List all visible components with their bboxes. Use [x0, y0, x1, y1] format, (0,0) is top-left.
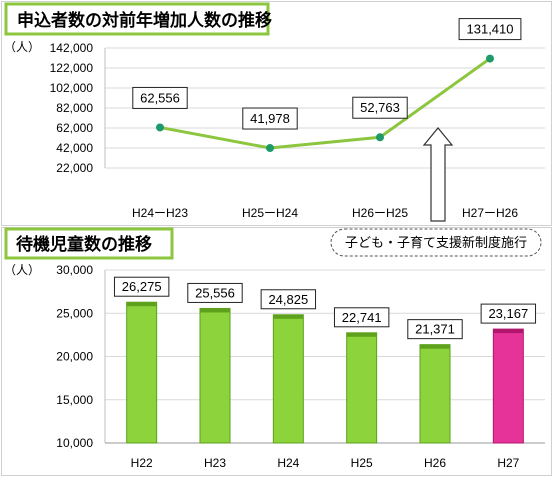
- policy-annotation-box: [330, 228, 542, 257]
- bar-data-label: 24,825: [268, 292, 308, 307]
- top-chart-title: 申込者数の対前年増加人数の推移: [17, 10, 272, 30]
- top-data-point: [266, 144, 274, 153]
- top-x-tick-label: H24ーH23: [132, 206, 188, 220]
- bar-data-label-box: [333, 307, 390, 328]
- bottom-x-tick-label: H22: [131, 456, 153, 470]
- top-data-label-box: [242, 107, 298, 130]
- bottom-chart-x-axis: H22 H23 H24 H25 H26 H27: [131, 456, 520, 470]
- bar-top-cap: [420, 344, 450, 349]
- top-data-label-box: [132, 86, 188, 109]
- top-chart-unit-label: （人）: [4, 40, 40, 54]
- bottom-chart-title-box: [4, 227, 174, 260]
- bar-data-label: 23,167: [488, 306, 528, 321]
- bar-data-label: 26,275: [122, 279, 162, 294]
- top-data-label: 41,978: [250, 111, 290, 126]
- bottom-y-tick-label: 20,000: [56, 350, 93, 364]
- bar-data-label-box: [113, 276, 170, 297]
- top-data-point: [486, 54, 494, 63]
- top-series-line: [159, 57, 491, 150]
- top-x-tick-label: H26ーH25: [352, 206, 408, 220]
- top-chart-x-axis: H24ーH23 H25ーH24 H26ーH25 H27ーH26: [132, 206, 518, 220]
- bottom-x-tick-label: H26: [424, 456, 446, 470]
- bar: [492, 328, 524, 444]
- top-data-label: 131,410: [467, 22, 514, 37]
- bar: [199, 307, 231, 444]
- bar: [126, 301, 158, 444]
- bottom-x-tick-label: H27: [497, 456, 519, 470]
- bottom-x-tick-label: H24: [277, 456, 299, 470]
- top-data-label: 62,556: [140, 90, 180, 105]
- bar-data-label-box: [407, 319, 463, 340]
- policy-arrow-icon: [422, 127, 454, 222]
- top-y-tick-label: 142,000: [50, 41, 94, 55]
- policy-annotation-text: 子ども・子育て支援新制度施行: [345, 235, 527, 250]
- top-data-label-box: [352, 96, 408, 119]
- bar-top-cap: [126, 302, 157, 307]
- bar-data-label: 21,371: [415, 322, 455, 337]
- top-y-tick-label: 102,000: [50, 81, 94, 95]
- top-y-tick-label: 122,000: [50, 61, 94, 75]
- bar-top-cap: [493, 329, 524, 334]
- top-y-tick-label: 22,000: [56, 161, 93, 175]
- bottom-y-tick-label: 30,000: [56, 263, 93, 277]
- bottom-y-tick-label: 25,000: [56, 306, 93, 320]
- bottom-chart-grid: [104, 269, 545, 444]
- top-data-label: 52,763: [360, 100, 400, 115]
- top-data-point: [156, 123, 164, 132]
- top-x-tick-label: H27ーH26: [462, 206, 518, 220]
- bar-data-label: 25,556: [195, 285, 235, 300]
- top-data-label-box: [458, 18, 522, 41]
- bar: [272, 314, 304, 444]
- bottom-chart-frame: [1, 227, 552, 476]
- bottom-y-tick-label: 15,000: [56, 393, 93, 407]
- bar-top-cap: [273, 314, 304, 319]
- bottom-chart-title: 待機児童数の推移: [16, 234, 152, 254]
- top-data-point: [376, 133, 384, 142]
- bar-top-cap: [200, 308, 230, 313]
- bottom-chart-y-axis: 10,000 15,000 20,000 25,000 30,000: [56, 263, 93, 450]
- bottom-x-tick-label: H23: [204, 456, 226, 470]
- top-y-tick-label: 62,000: [56, 121, 93, 135]
- top-y-tick-label: 82,000: [56, 101, 93, 115]
- top-y-tick-label: 42,000: [56, 141, 93, 155]
- top-chart-y-axis: 22,000 42,000 62,000 82,000 102,000 122,000 14…: [50, 41, 94, 175]
- top-chart-series: 62,556 41,978 52,763 131,410: [132, 18, 522, 153]
- bottom-x-tick-label: H25: [351, 456, 373, 470]
- bar-data-label-box: [187, 282, 243, 303]
- bar-data-label-box: [260, 289, 317, 310]
- bottom-chart-unit-label: （人）: [4, 263, 40, 277]
- bar-top-cap: [346, 332, 377, 337]
- top-x-tick-label: H25ーH24: [242, 206, 298, 220]
- top-chart-title-box: [4, 2, 270, 36]
- bottom-chart-bars: 26,275 25,556 24,825 22,741 21,371 23,167: [113, 276, 537, 444]
- bar-data-label: 22,741: [342, 310, 382, 325]
- bar-data-label-box: [480, 303, 537, 324]
- bar: [419, 344, 451, 444]
- bar: [346, 332, 378, 444]
- bottom-y-tick-label: 10,000: [56, 436, 93, 450]
